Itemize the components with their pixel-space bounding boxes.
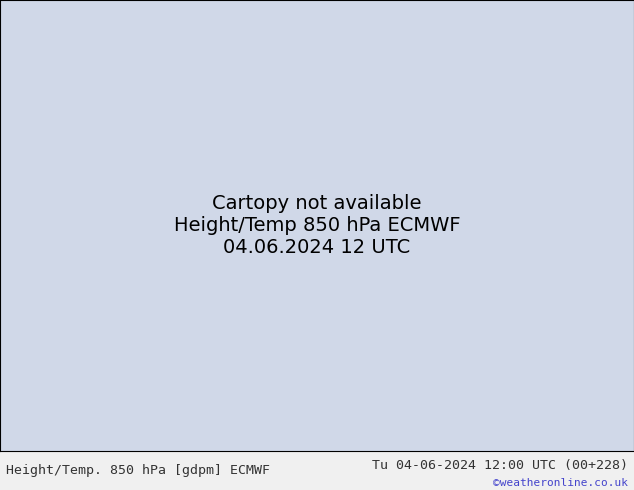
Text: ©weatheronline.co.uk: ©weatheronline.co.uk <box>493 478 628 488</box>
Text: Tu 04-06-2024 12:00 UTC (00+228): Tu 04-06-2024 12:00 UTC (00+228) <box>372 459 628 472</box>
Text: Height/Temp. 850 hPa [gdpm] ECMWF: Height/Temp. 850 hPa [gdpm] ECMWF <box>6 464 270 477</box>
Text: Cartopy not available
Height/Temp 850 hPa ECMWF
04.06.2024 12 UTC: Cartopy not available Height/Temp 850 hP… <box>174 194 460 257</box>
